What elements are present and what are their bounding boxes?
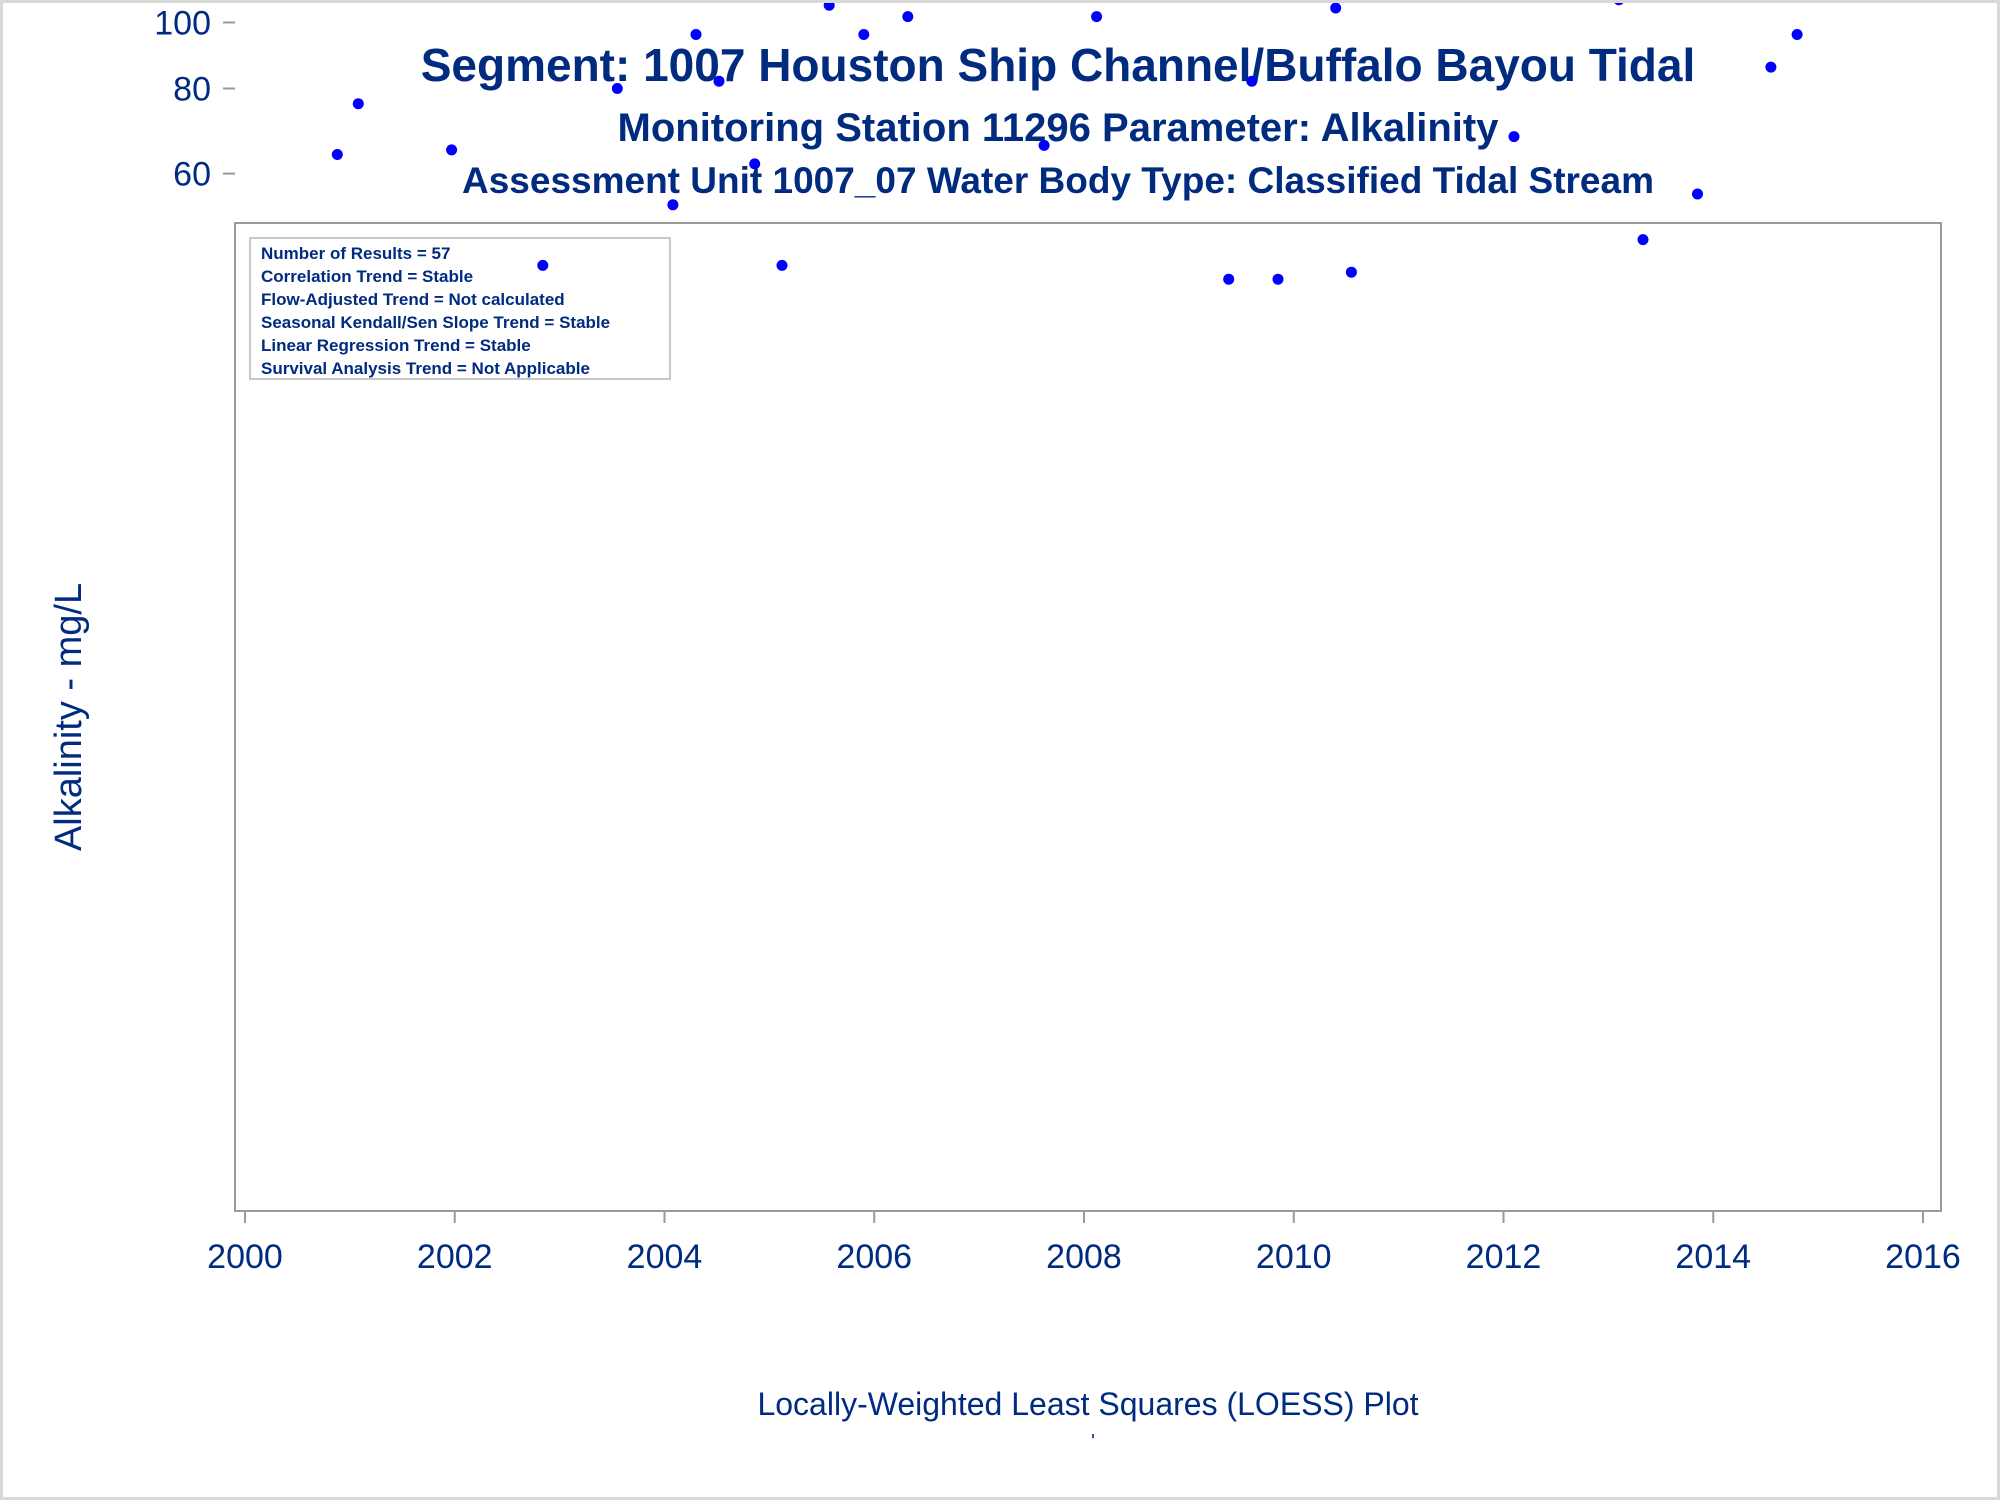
data-point <box>1692 188 1703 200</box>
y-axis-label: Alkalinity - mg/L <box>48 583 90 851</box>
data-point <box>1223 273 1235 285</box>
y-tick-label: 100 <box>154 4 211 42</box>
x-tick-label: 2006 <box>836 1238 912 1276</box>
data-point <box>667 199 679 211</box>
chart-title: Segment: 1007 Houston Ship Channel/Buffa… <box>421 39 1696 91</box>
legend-line: Survival Analysis Trend = Not Applicable <box>261 359 590 378</box>
data-point <box>1272 273 1284 285</box>
plot-area <box>234 222 1942 1212</box>
data-point <box>331 149 343 160</box>
legend-border <box>249 237 671 380</box>
footnote-mark: ' <box>1091 1431 1095 1453</box>
data-point <box>446 144 458 156</box>
data-point <box>713 75 725 87</box>
data-point <box>352 98 364 110</box>
x-tick-label: 2016 <box>1885 1238 1961 1276</box>
data-point <box>858 29 870 40</box>
legend-line: Flow-Adjusted Trend = Not calculated <box>261 290 565 309</box>
data-point <box>1637 234 1649 246</box>
data-point <box>1508 131 1520 143</box>
data-point <box>1791 29 1803 40</box>
data-point <box>749 158 761 170</box>
legend-line: Number of Results = 57 <box>261 244 450 263</box>
data-point <box>1345 266 1357 278</box>
data-point <box>823 3 835 11</box>
x-tick-label: 2010 <box>1256 1238 1332 1276</box>
data-point <box>611 83 623 94</box>
data-point <box>690 29 702 40</box>
y-tick-label: 60 <box>173 156 211 194</box>
data-point <box>1614 3 1624 6</box>
data-point <box>537 259 549 271</box>
x-tick-label: 2004 <box>627 1238 703 1276</box>
chart-subtitle-assessment: Assessment Unit 1007_07 Water Body Type:… <box>462 160 1654 201</box>
data-point <box>1091 11 1103 23</box>
data-point <box>1038 139 1050 151</box>
data-point <box>902 11 914 23</box>
data-point <box>1246 75 1258 87</box>
legend-line: Correlation Trend = Stable <box>261 267 473 286</box>
points-layer <box>331 3 1803 285</box>
x-tick-label: 2014 <box>1675 1238 1751 1276</box>
y-tick-label: 80 <box>173 70 211 108</box>
legend-line: Linear Regression Trend = Stable <box>261 336 531 355</box>
legend-line: Seasonal Kendall/Sen Slope Trend = Stabl… <box>261 313 610 332</box>
y-axis: 6080100120140160180200 <box>154 4 235 194</box>
x-tick-label: 2008 <box>1046 1238 1122 1276</box>
x-tick-label: 2002 <box>417 1238 493 1276</box>
x-tick-label: 2000 <box>207 1238 283 1276</box>
legend-box: Number of Results = 57 Correlation Trend… <box>249 237 671 380</box>
loess-scatter-chart: Segment: 1007 Houston Ship Channel/Buffa… <box>48 3 1961 1453</box>
x-axis: 2000 2002 2004 2006 2008 2010 2012 2014 2016 <box>207 1211 1961 1276</box>
data-point <box>776 259 788 271</box>
x-tick-label: 2012 <box>1466 1238 1542 1276</box>
chart-subtitle-station: Monitoring Station 11296 Parameter: Alka… <box>618 106 1500 150</box>
data-point <box>1765 61 1777 73</box>
data-point <box>1330 3 1342 14</box>
x-axis-label: Locally-Weighted Least Squares (LOESS) P… <box>757 1386 1418 1422</box>
